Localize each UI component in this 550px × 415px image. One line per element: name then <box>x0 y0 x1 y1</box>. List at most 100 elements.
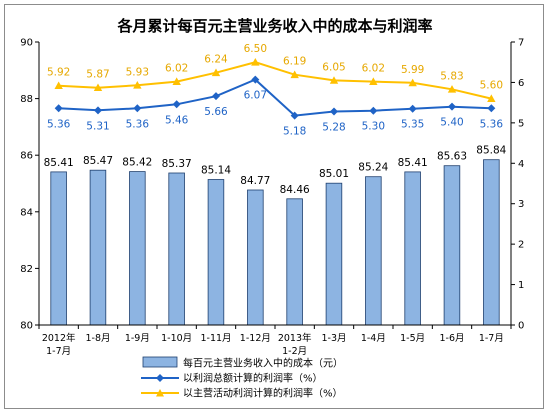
bar-data-label: 85.84 <box>476 145 506 157</box>
bar <box>443 165 461 326</box>
legend: 每百元主营业务收入中的成本（元） 以利润总额计算的利润率（%） 以主营活动利润计算的… <box>141 357 343 400</box>
left-tick-label: 84 <box>20 207 33 218</box>
diamond-marker <box>290 111 299 120</box>
triangle-marker <box>329 76 339 84</box>
bar <box>168 172 185 326</box>
bar <box>50 171 67 326</box>
line-data-label: 6.24 <box>204 54 228 66</box>
line-data-label: 5.36 <box>126 118 150 130</box>
x-tick-label: 1-3月 <box>321 333 346 344</box>
x-tick-label: 1-12月 <box>240 333 271 344</box>
chart-title: 各月累计每百元主营业务收入中的成本与利润率 <box>116 17 432 35</box>
line-data-label: 5.40 <box>440 117 463 129</box>
triangle-marker <box>54 81 63 90</box>
triangle-marker <box>369 77 378 85</box>
bar-series <box>50 159 500 326</box>
diamond-marker <box>448 102 456 111</box>
bar-data-label: 84.46 <box>280 184 310 196</box>
diamond-marker <box>172 100 181 109</box>
axes: 80 82 84 86 88 90 0 1 2 3 4 5 6 7 <box>20 38 524 332</box>
line-data-label: 5.36 <box>480 118 504 130</box>
bar-data-label: 85.42 <box>122 157 152 169</box>
bar-data-label: 85.24 <box>358 162 388 174</box>
line-data-label: 6.02 <box>362 63 385 75</box>
bar <box>325 182 343 326</box>
line-data-label: 5.93 <box>126 66 149 78</box>
triangle-marker <box>447 85 457 93</box>
line-data-label: 6.05 <box>322 61 345 73</box>
x-tick-label: 1-6月 <box>439 333 464 344</box>
legend-diamond-marker <box>156 374 164 382</box>
triangle-marker <box>172 77 181 85</box>
x-tick-label: 1-5月 <box>400 333 425 344</box>
line-data-label: 5.92 <box>47 67 70 79</box>
diamond-marker <box>212 92 220 101</box>
triangle-marker <box>211 68 221 77</box>
chart-frame: 各月累计每百元主营业务收入中的成本与利润率 80 82 84 86 88 90 0 1 2 3 4 5… <box>4 4 544 409</box>
bar <box>89 169 107 326</box>
legend-triangle-marker <box>156 389 164 397</box>
triangle-marker <box>93 83 103 92</box>
bar-data-label: 85.41 <box>398 157 428 169</box>
triangle-marker <box>290 70 299 79</box>
diamond-marker <box>369 106 378 115</box>
left-tick-label: 86 <box>20 151 33 162</box>
right-tick-label: 4 <box>518 159 524 170</box>
diamond-marker <box>94 106 102 115</box>
bar-data-label: 85.63 <box>437 151 467 163</box>
series-line <box>58 61 492 100</box>
line-data-label: 6.50 <box>244 43 267 55</box>
x-tick-label: 1-9月 <box>125 333 150 344</box>
left-tick-label: 82 <box>20 264 33 275</box>
line-data-label: 6.19 <box>283 56 306 68</box>
bar <box>207 179 225 326</box>
triangle-marker <box>251 58 260 66</box>
left-tick-label: 80 <box>20 321 33 332</box>
line-data-label: 5.46 <box>165 114 189 126</box>
series-line <box>58 78 492 117</box>
bar <box>483 159 500 326</box>
bar-data-label: 85.41 <box>44 157 74 169</box>
bar <box>286 198 303 326</box>
x-tick-label: 1-7月 <box>46 346 71 357</box>
x-tick-label: 2012年 <box>42 332 76 344</box>
triangle-marker <box>133 81 142 89</box>
bar <box>404 171 421 326</box>
x-tick-label: 1-7月 <box>479 333 504 344</box>
right-tick-label: 5 <box>518 118 524 129</box>
legend-bar-swatch <box>142 356 178 368</box>
line-data-label: 5.31 <box>86 120 109 132</box>
line-data-label: 6.02 <box>165 63 188 75</box>
right-tick-label: 7 <box>518 38 524 49</box>
x-tick-label: 1-10月 <box>161 333 192 344</box>
legend-label: 以主营活动利润计算的利润率（%） <box>183 387 343 400</box>
line-data-label: 5.35 <box>401 119 424 131</box>
line-data-label: 5.30 <box>362 121 385 133</box>
bar-data-label: 85.14 <box>201 165 231 177</box>
triangle-marker <box>408 78 417 87</box>
bar-data-label: 84.77 <box>240 175 270 187</box>
diamond-marker <box>133 104 142 113</box>
line-data-label: 6.07 <box>244 90 267 102</box>
line-data-label: 5.66 <box>204 106 228 118</box>
diamond-marker <box>54 104 63 113</box>
x-tick-label: 1-2月 <box>282 346 307 357</box>
line-series <box>54 58 496 120</box>
left-tick-label: 88 <box>20 94 33 105</box>
line-data-label: 5.36 <box>47 118 71 130</box>
bar <box>365 176 382 326</box>
line-data-label: 5.60 <box>480 80 503 92</box>
diamond-marker <box>330 107 338 116</box>
legend-label: 每百元主营业务收入中的成本（元） <box>183 357 343 370</box>
left-tick-label: 90 <box>20 38 33 49</box>
x-tick-label: 1-11月 <box>200 333 231 344</box>
right-tick-label: 1 <box>518 280 524 291</box>
right-tick-label: 0 <box>518 321 524 332</box>
diamond-marker <box>408 104 417 113</box>
bar <box>129 171 146 326</box>
bar-data-label: 85.37 <box>162 158 192 170</box>
bar-data-label: 85.47 <box>83 155 113 167</box>
line-data-label: 5.99 <box>401 64 424 76</box>
x-tick-label: 1-8月 <box>85 333 110 344</box>
line-data-label: 5.18 <box>283 126 306 138</box>
